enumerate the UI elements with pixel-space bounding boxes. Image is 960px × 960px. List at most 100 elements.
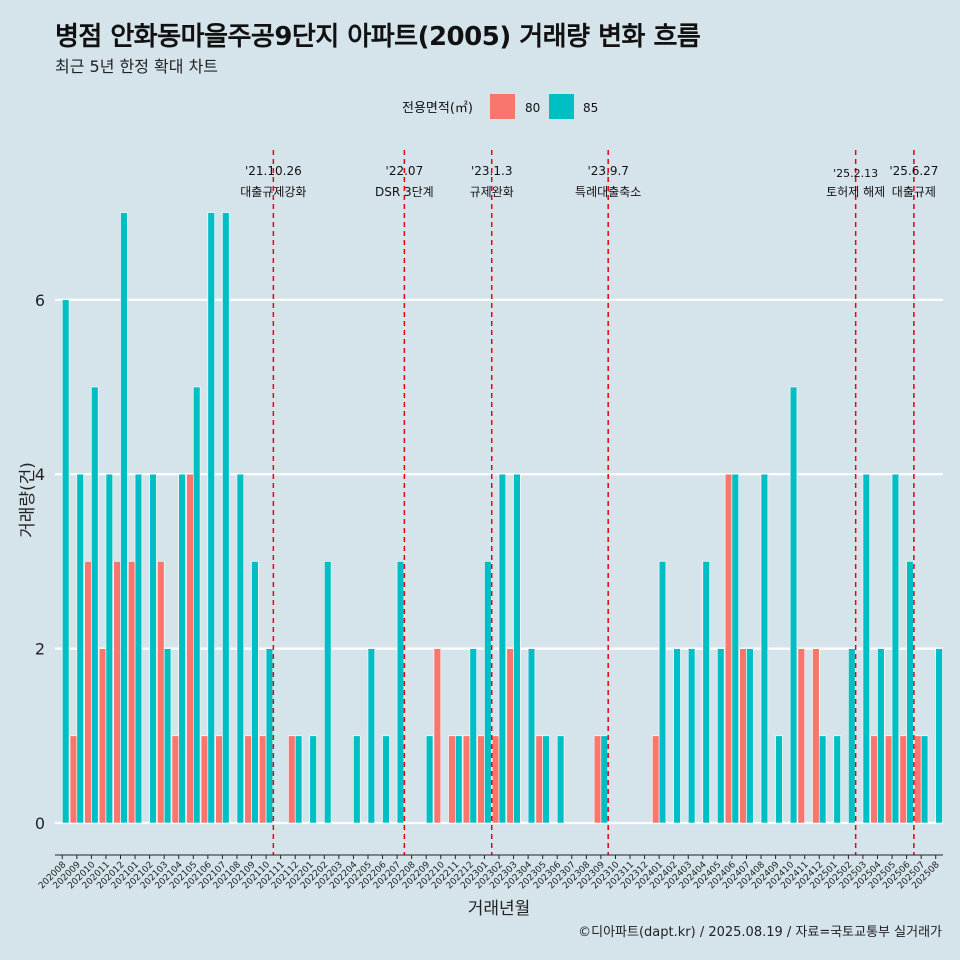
bar-80-202504 [870,735,878,824]
bar-80-202212 [462,735,471,824]
bar-80-202406 [724,473,733,824]
bar-85-202206 [382,735,390,824]
bar-80-202411 [797,648,806,824]
bar-85-202507 [920,735,929,824]
bar-80-202009 [69,735,78,824]
bar-85-202401 [658,561,667,824]
bar-85-202412 [818,735,827,824]
bar-85-202501 [833,735,841,824]
bar-85-202506 [906,561,914,824]
chart-subtitle: 최근 5년 한정 확대 차트 [55,57,219,76]
bar-85-202301 [484,561,492,824]
bar-85-202110 [265,648,274,824]
bar-85-202101 [134,473,143,824]
y-tick-label: 4 [35,465,45,484]
y-axis-title: 거래량(건) [18,462,38,538]
bar-85-202405 [717,648,725,824]
bar-85-202404 [702,561,710,824]
event-date-label: '25.2.13 [833,167,878,180]
event-date-label: '22.07 [386,164,424,178]
bar-85-202106 [207,212,215,824]
bar-85-202011 [105,473,114,824]
bar-85-202010 [91,386,99,824]
bar-85-202105 [192,386,201,824]
bar-85-202306 [556,735,565,824]
legend-label-85: 85 [583,101,598,115]
legend-swatch-80 [490,94,515,119]
event-name-label: DSR 3단계 [375,185,434,199]
bar-85-202504 [877,648,885,824]
bar-85-202008 [61,299,70,824]
event-name-label: 대출규제강화 [240,185,306,199]
bar-85-202204 [353,735,361,824]
bar-85-202406 [731,473,739,824]
bar-85-202212 [469,648,477,824]
bar-80-202401 [652,735,660,824]
bar-80-202305 [535,735,543,824]
bar-80-202112 [288,735,296,824]
bar-80-202106 [200,735,209,824]
bar-80-202506 [899,735,907,824]
bar-80-202107 [215,735,223,824]
bar-85-202108 [236,473,245,824]
bar-85-202508 [935,648,943,824]
bar-85-202104 [178,473,186,824]
bar-80-202103 [157,561,165,824]
bar-80-202101 [127,561,136,824]
legend-title: 전용면적(㎡) [402,101,473,116]
y-tick-label: 0 [35,814,45,833]
bar-85-202109 [251,561,259,824]
bar-85-202202 [324,561,332,824]
bar-85-202403 [687,648,696,824]
bar-85-202503 [862,473,871,824]
bar-80-202010 [84,561,92,824]
event-name-label: 토허제 해제 [826,185,885,199]
source-caption: ©디아파트(dapt.kr) / 2025.08.19 / 자료=국토교통부 실… [578,925,942,940]
bar-85-202207 [396,561,405,824]
bar-85-202502 [848,648,856,824]
event-name-label: 대출규제 [892,185,936,199]
event-name-label: 규제완화 [470,185,514,199]
bar-85-202205 [367,648,376,824]
bar-85-202505 [891,473,900,824]
bar-85-202408 [760,473,769,824]
bar-85-202402 [673,648,681,824]
bar-85-202012 [120,212,128,824]
bar-85-202201 [309,735,317,824]
bar-85-202102 [149,473,157,824]
event-date-label: '23.1.3 [471,164,512,178]
bar-85-202211 [455,735,463,824]
bar-80-202104 [171,735,180,824]
bar-85-202209 [425,735,434,824]
bar-80-202507 [914,735,922,824]
bar-80-202302 [491,735,500,824]
legend-swatch-85 [549,94,574,119]
bar-85-202304 [527,648,536,824]
bar-85-202407 [746,648,754,824]
x-axis-title: 거래년월 [468,899,531,919]
bar-85-202009 [76,473,84,824]
bar-85-202302 [498,473,507,824]
bar-85-202107 [222,212,230,824]
legend-label-80: 80 [525,101,540,115]
bar-80-202309 [593,735,602,824]
bar-80-202211 [448,735,456,824]
bar-80-202303 [506,648,514,824]
bar-80-202012 [113,561,121,824]
bar-80-202301 [477,735,485,824]
bar-85-202103 [163,648,172,824]
bar-85-202305 [542,735,550,824]
y-tick-label: 2 [35,640,45,659]
bar-80-202105 [186,473,194,824]
bar-85-202303 [513,473,521,824]
bar-85-202410 [789,386,798,824]
bar-80-202505 [884,735,893,824]
event-name-label: 특례대출축소 [575,185,641,199]
event-date-label: '23.9.7 [587,164,628,178]
bar-80-202210 [433,648,442,824]
bar-80-202109 [244,735,252,824]
y-tick-label: 6 [35,291,45,310]
bar-85-202112 [294,735,303,824]
